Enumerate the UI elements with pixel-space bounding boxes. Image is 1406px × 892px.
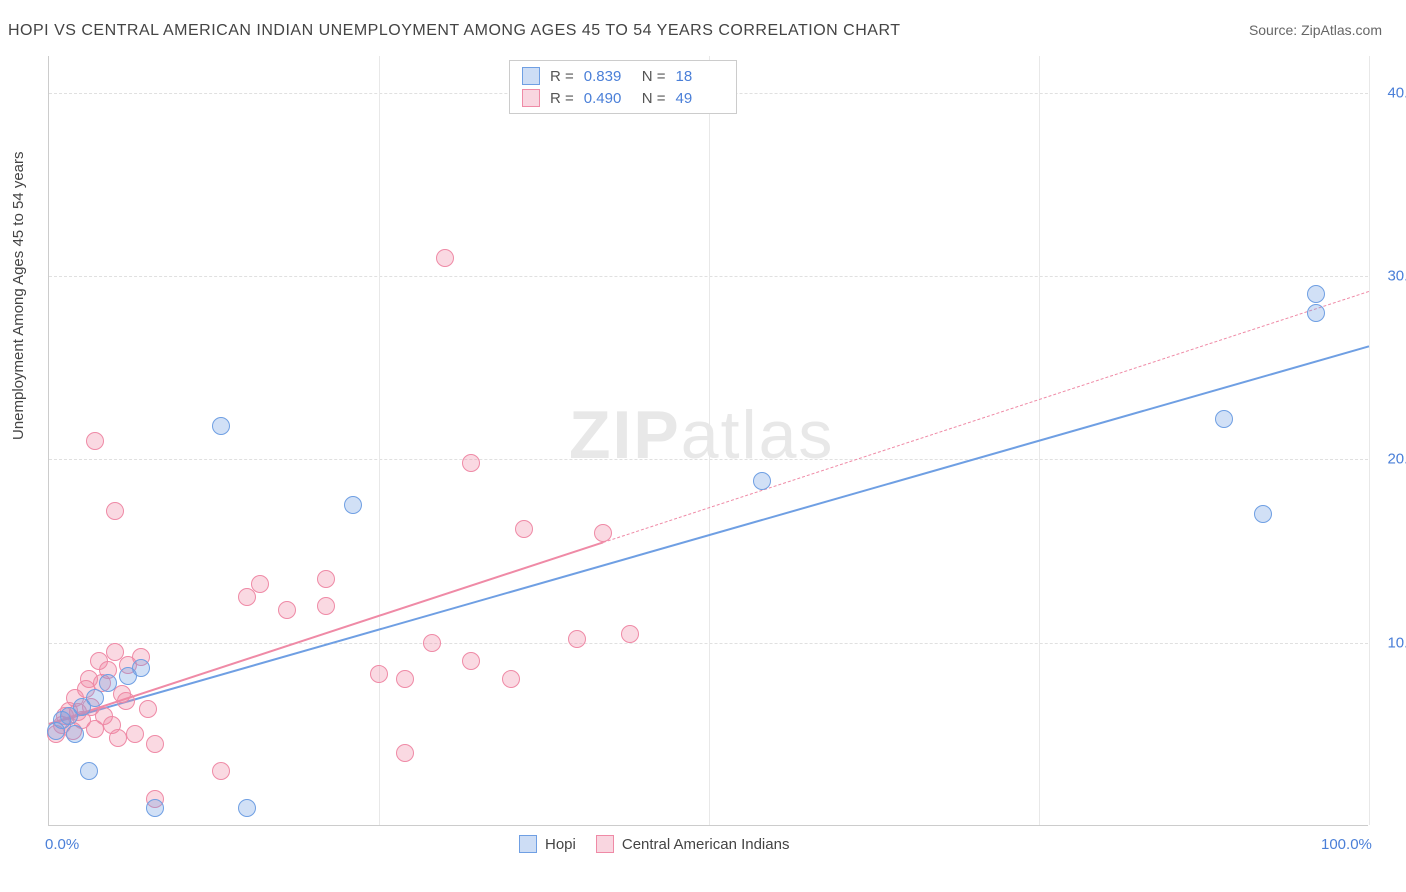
- data-point-hopi: [1307, 285, 1325, 303]
- x-tick-label: 100.0%: [1321, 836, 1372, 853]
- r-value: 0.490: [584, 90, 632, 107]
- stats-box: R = 0.839 N = 18 R = 0.490 N = 49: [509, 60, 737, 114]
- data-point-cai: [502, 670, 520, 688]
- data-point-cai: [423, 634, 441, 652]
- swatch-hopi: [519, 835, 537, 853]
- data-point-hopi: [86, 689, 104, 707]
- data-point-cai: [126, 725, 144, 743]
- data-point-hopi: [1254, 505, 1272, 523]
- n-value: 18: [676, 68, 724, 85]
- data-point-cai: [278, 601, 296, 619]
- data-point-cai: [317, 597, 335, 615]
- data-point-cai: [621, 625, 639, 643]
- data-point-cai: [396, 744, 414, 762]
- watermark-light: atlas: [681, 397, 835, 473]
- data-point-cai: [251, 575, 269, 593]
- y-tick-label: 10.0%: [1387, 634, 1406, 651]
- data-point-cai: [106, 502, 124, 520]
- n-label: N =: [642, 68, 666, 85]
- data-point-cai: [86, 432, 104, 450]
- swatch-cai: [596, 835, 614, 853]
- data-point-cai: [139, 700, 157, 718]
- legend-item-hopi: Hopi: [519, 835, 576, 853]
- gridline-v: [709, 56, 710, 825]
- gridline-v: [379, 56, 380, 825]
- data-point-hopi: [753, 472, 771, 490]
- watermark: ZIPatlas: [569, 396, 834, 474]
- trend-line: [603, 291, 1369, 543]
- y-tick-label: 20.0%: [1387, 451, 1406, 468]
- data-point-cai: [462, 652, 480, 670]
- data-point-cai: [146, 735, 164, 753]
- legend-label: Central American Indians: [622, 836, 790, 853]
- data-point-hopi: [1307, 304, 1325, 322]
- data-point-hopi: [344, 496, 362, 514]
- data-point-cai: [370, 665, 388, 683]
- data-point-hopi: [1215, 410, 1233, 428]
- y-axis-label: Unemployment Among Ages 45 to 54 years: [10, 151, 27, 440]
- r-value: 0.839: [584, 68, 632, 85]
- swatch-cai: [522, 89, 540, 107]
- data-point-cai: [594, 524, 612, 542]
- plot-area: ZIPatlas 10.0%20.0%30.0%40.0%0.0%100.0%R…: [48, 56, 1368, 826]
- swatch-hopi: [522, 67, 540, 85]
- legend-label: Hopi: [545, 836, 576, 853]
- data-point-cai: [117, 692, 135, 710]
- data-point-cai: [568, 630, 586, 648]
- data-point-cai: [436, 249, 454, 267]
- data-point-cai: [515, 520, 533, 538]
- y-tick-label: 40.0%: [1387, 84, 1406, 101]
- x-tick-label: 0.0%: [45, 836, 79, 853]
- stats-row-hopi: R = 0.839 N = 18: [522, 65, 724, 87]
- data-point-cai: [109, 729, 127, 747]
- gridline-v: [1369, 56, 1370, 825]
- legend-item-cai: Central American Indians: [596, 835, 790, 853]
- legend: Hopi Central American Indians: [519, 835, 789, 853]
- data-point-hopi: [80, 762, 98, 780]
- data-point-hopi: [132, 659, 150, 677]
- y-tick-label: 30.0%: [1387, 268, 1406, 285]
- data-point-cai: [396, 670, 414, 688]
- data-point-cai: [462, 454, 480, 472]
- data-point-hopi: [146, 799, 164, 817]
- data-point-hopi: [99, 674, 117, 692]
- stats-row-cai: R = 0.490 N = 49: [522, 87, 724, 109]
- data-point-hopi: [212, 417, 230, 435]
- source-label: Source: ZipAtlas.com: [1249, 22, 1382, 38]
- chart-title: HOPI VS CENTRAL AMERICAN INDIAN UNEMPLOY…: [8, 22, 901, 40]
- r-label: R =: [550, 68, 574, 85]
- watermark-bold: ZIP: [569, 397, 681, 473]
- n-value: 49: [676, 90, 724, 107]
- data-point-hopi: [66, 725, 84, 743]
- r-label: R =: [550, 90, 574, 107]
- data-point-hopi: [238, 799, 256, 817]
- n-label: N =: [642, 90, 666, 107]
- data-point-cai: [212, 762, 230, 780]
- data-point-cai: [317, 570, 335, 588]
